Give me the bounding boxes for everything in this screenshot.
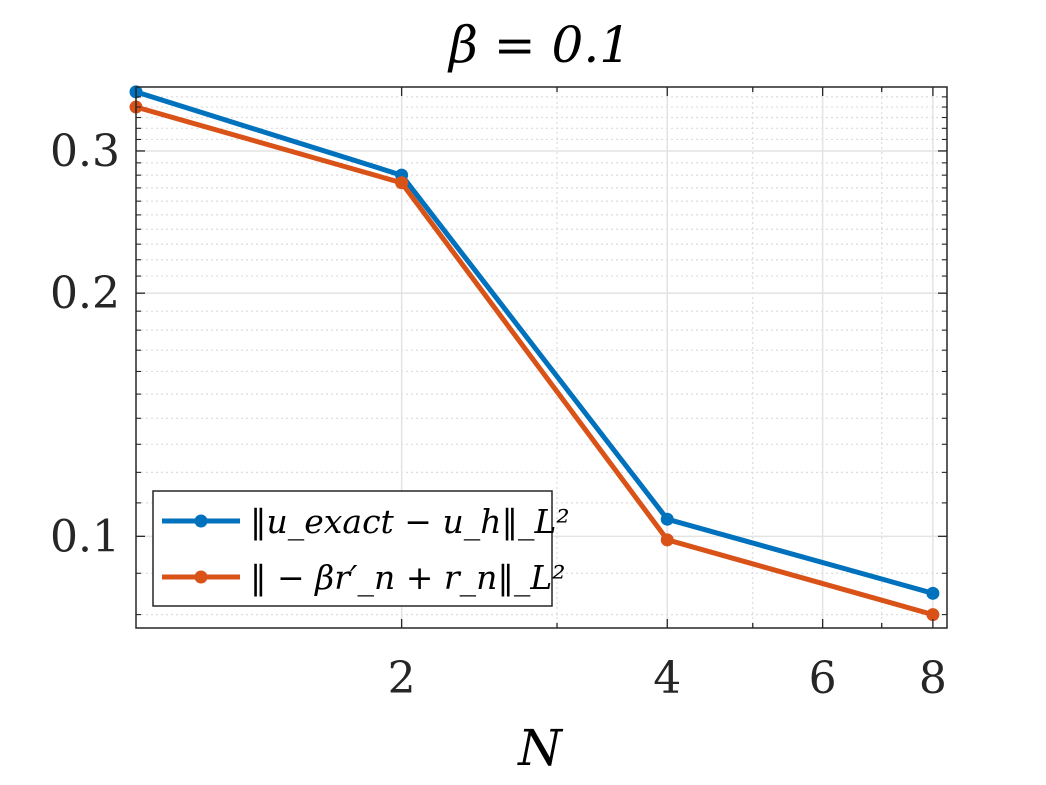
legend-label-series-1: ‖u_exact − u_h‖_L²	[250, 502, 570, 542]
data-point-series-1	[660, 512, 674, 526]
y-tick-label: 0.1	[50, 511, 120, 562]
x-axis-label: N	[517, 719, 564, 777]
axes-box	[135, 86, 948, 629]
x-tick-label: 4	[653, 653, 681, 704]
x-tick-label: 6	[809, 653, 837, 704]
data-point-series-2	[926, 608, 940, 622]
series-layer	[129, 85, 940, 622]
legend-label-series-2: ‖ − βr′_n + r_n‖_L²	[250, 558, 566, 598]
legend-marker-series-2	[194, 570, 208, 584]
legend: ‖u_exact − u_h‖_L² ‖ − βr′_n + r_n‖_L²	[152, 490, 570, 607]
y-tick-label: 0.2	[50, 268, 120, 319]
series-line-2	[135, 104, 934, 618]
x-tick-label: 8	[919, 653, 947, 704]
legend-marker-series-1	[194, 514, 208, 528]
data-point-series-2	[395, 176, 409, 190]
x-tick-label: 2	[388, 653, 416, 704]
series-line-1	[135, 89, 934, 596]
legend-entry-1: ‖u_exact − u_h‖_L²	[162, 502, 570, 542]
y-tick-label: 0.3	[50, 126, 120, 177]
axes	[135, 86, 948, 629]
chart-title: β = 0.1	[447, 16, 631, 74]
data-point-series-1	[926, 586, 940, 600]
data-point-series-2	[660, 533, 674, 547]
tick-labels: 2 4 6 8 0.1 0.2 0.3	[50, 126, 947, 704]
legend-box	[152, 490, 553, 607]
legend-entry-2: ‖ − βr′_n + r_n‖_L²	[162, 558, 566, 598]
